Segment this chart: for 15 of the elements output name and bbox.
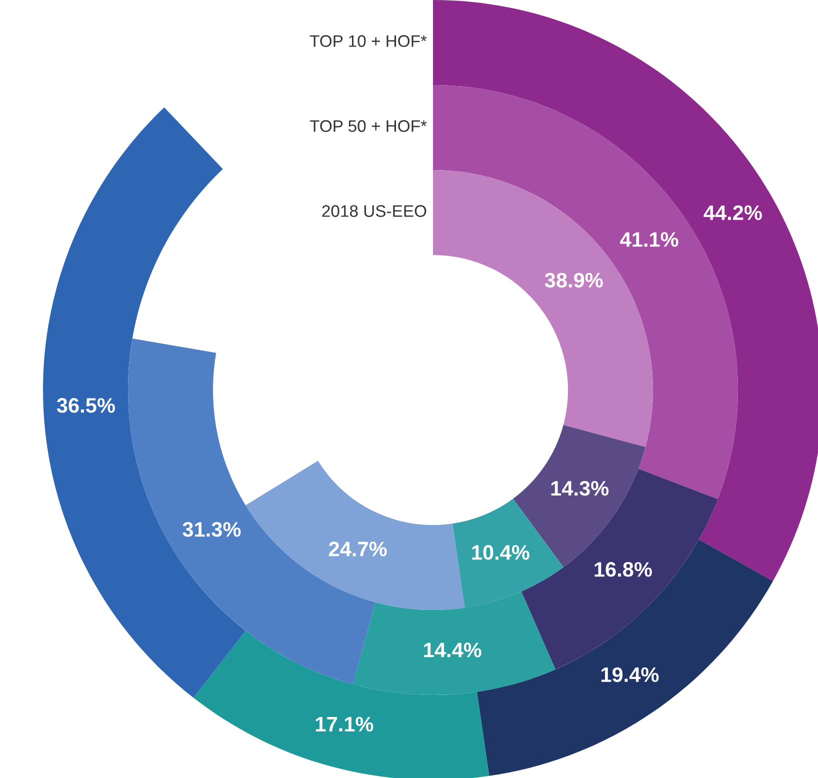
data-label: 19.4% bbox=[601, 667, 659, 682]
slice-label: 2018 US-EEO bbox=[322, 205, 426, 217]
data-label: 38.9% bbox=[544, 272, 603, 288]
data-label: 14.3% bbox=[551, 480, 609, 496]
slice-label: TOP 50 + HOF* bbox=[310, 120, 427, 132]
data-label: 16.8% bbox=[594, 562, 652, 577]
data-label: 44.2% bbox=[704, 205, 762, 220]
data-label: 24.7% bbox=[328, 542, 387, 556]
data-label: 14.4% bbox=[424, 642, 482, 658]
data-label: 17.1% bbox=[316, 716, 374, 732]
data-label: 10.4% bbox=[472, 545, 530, 560]
data-label: 36.5% bbox=[56, 398, 115, 413]
data-label: 31.3% bbox=[182, 522, 241, 537]
slice-label: TOP 10 + HOF* bbox=[310, 35, 427, 47]
data-label: 41.1% bbox=[620, 232, 678, 247]
